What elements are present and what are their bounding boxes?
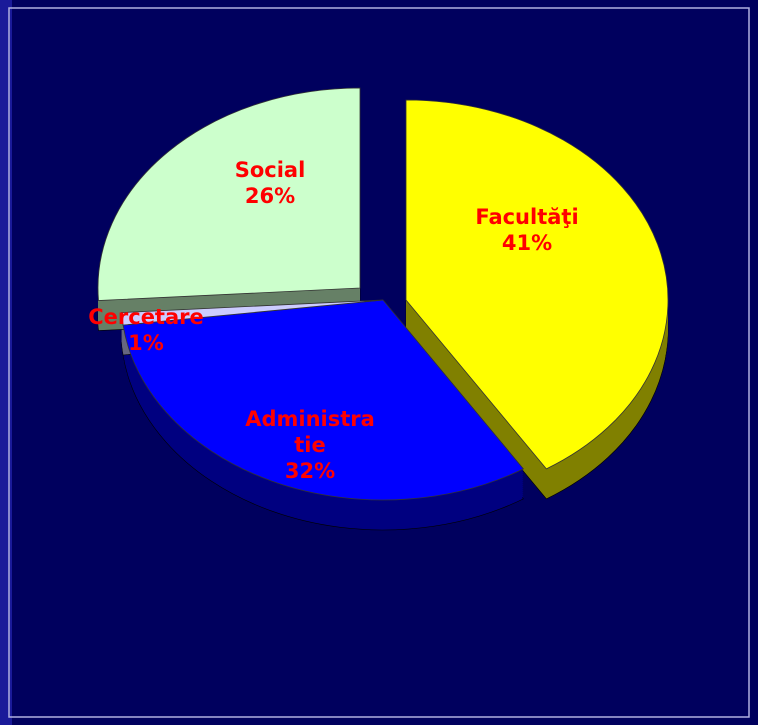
slice bbox=[97, 87, 361, 301]
frame bbox=[8, 7, 750, 718]
value-label: 41% bbox=[501, 231, 553, 255]
category-label: Facultăţi bbox=[475, 205, 579, 229]
slice-label: Social 26% bbox=[205, 157, 335, 209]
slice bbox=[122, 299, 525, 501]
slice-label: Administratie 32% bbox=[245, 406, 375, 484]
value-label: 26% bbox=[244, 184, 296, 208]
category-label: Cercetare bbox=[88, 305, 204, 329]
left-strip bbox=[0, 0, 12, 725]
value-label: 1% bbox=[128, 331, 164, 355]
slice bbox=[121, 299, 384, 326]
slice bbox=[405, 99, 669, 470]
slice-label: Facultăţi 41% bbox=[462, 204, 592, 256]
category-label: Administratie bbox=[245, 407, 375, 457]
category-label: Social bbox=[234, 158, 306, 182]
pie bbox=[97, 87, 669, 531]
slice-label: Cercetare 1% bbox=[81, 304, 211, 356]
value-label: 32% bbox=[284, 459, 336, 483]
